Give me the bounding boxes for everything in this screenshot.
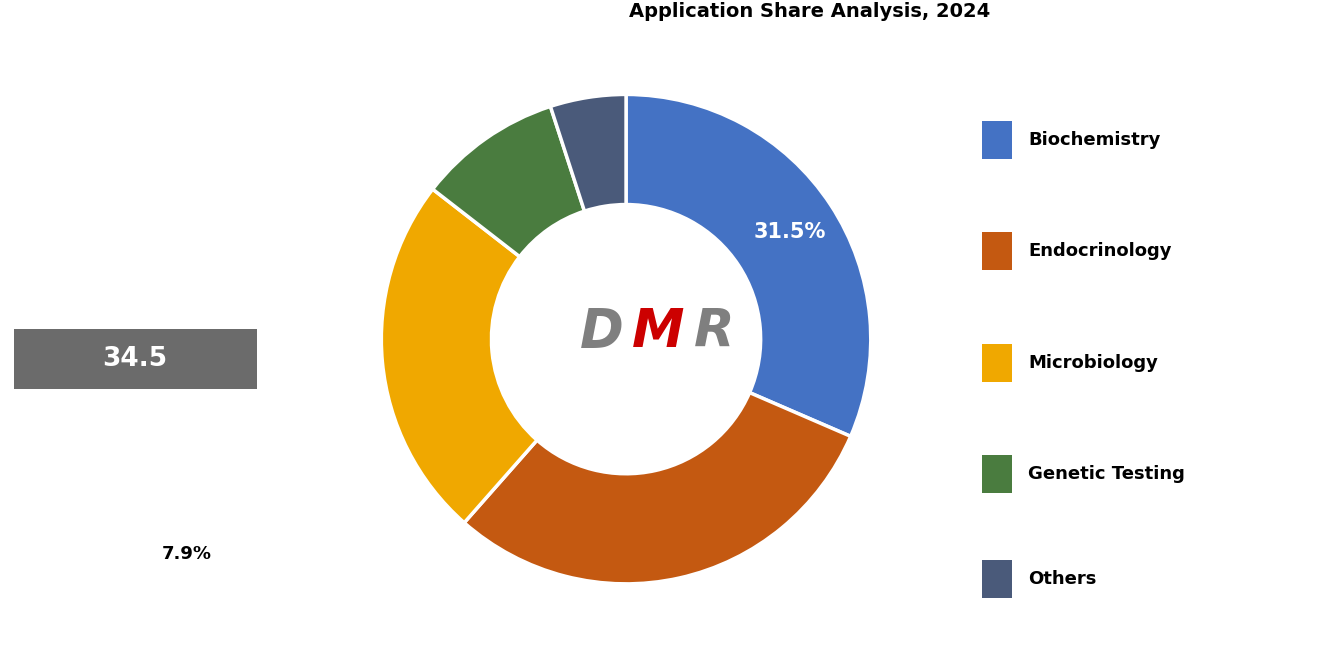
Text: 34.5: 34.5 xyxy=(103,346,167,372)
Text: R: R xyxy=(693,306,734,358)
Bar xyxy=(982,455,1012,493)
FancyBboxPatch shape xyxy=(119,519,254,589)
Text: CAGR
2024-2033: CAGR 2024-2033 xyxy=(34,517,117,547)
Text: Global Laboratory
Equipment Market
Size
(USD Billion), 2024: Global Laboratory Equipment Market Size … xyxy=(54,252,216,327)
Text: Others: Others xyxy=(1028,570,1097,588)
Wedge shape xyxy=(432,106,584,257)
Wedge shape xyxy=(551,94,626,211)
Text: 7.9%: 7.9% xyxy=(161,545,211,563)
Bar xyxy=(982,232,1012,271)
Wedge shape xyxy=(464,392,850,584)
Bar xyxy=(982,121,1012,159)
Text: M: M xyxy=(631,306,684,358)
Text: 31.5%: 31.5% xyxy=(754,221,826,241)
Text: Biochemistry: Biochemistry xyxy=(1028,131,1160,149)
Bar xyxy=(982,560,1012,598)
FancyBboxPatch shape xyxy=(13,329,257,389)
Text: Application Share Analysis, 2024: Application Share Analysis, 2024 xyxy=(629,2,990,21)
Wedge shape xyxy=(381,189,536,523)
Bar xyxy=(982,344,1012,382)
Text: Dimension
Market
Research: Dimension Market Research xyxy=(57,72,214,167)
Text: Endocrinology: Endocrinology xyxy=(1028,242,1172,261)
Text: D: D xyxy=(580,306,623,358)
Text: Genetic Testing: Genetic Testing xyxy=(1028,465,1185,483)
Wedge shape xyxy=(626,94,871,436)
Text: Microbiology: Microbiology xyxy=(1028,354,1157,372)
